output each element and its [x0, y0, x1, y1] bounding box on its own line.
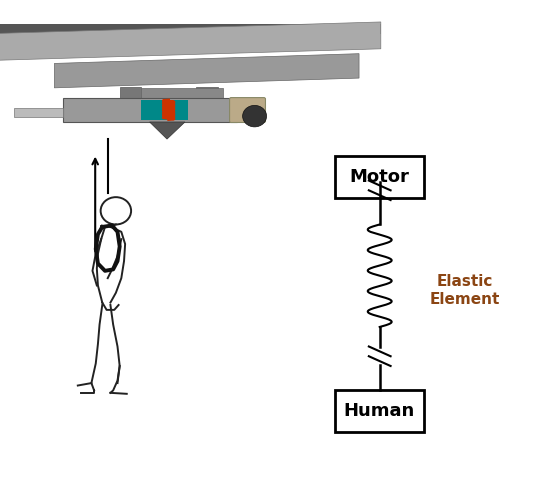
- Circle shape: [243, 105, 267, 127]
- Text: Motor: Motor: [349, 168, 410, 186]
- FancyBboxPatch shape: [335, 390, 424, 432]
- FancyBboxPatch shape: [230, 98, 265, 122]
- Text: Human: Human: [344, 402, 415, 420]
- FancyBboxPatch shape: [120, 87, 141, 117]
- Polygon shape: [150, 122, 185, 139]
- FancyBboxPatch shape: [14, 108, 63, 117]
- FancyBboxPatch shape: [196, 87, 218, 117]
- FancyBboxPatch shape: [63, 98, 237, 122]
- FancyBboxPatch shape: [0, 24, 381, 34]
- FancyBboxPatch shape: [141, 100, 188, 120]
- FancyBboxPatch shape: [141, 88, 223, 102]
- Polygon shape: [54, 54, 359, 88]
- FancyBboxPatch shape: [335, 156, 424, 198]
- Text: Elastic
Element: Elastic Element: [430, 274, 500, 306]
- Polygon shape: [0, 22, 381, 61]
